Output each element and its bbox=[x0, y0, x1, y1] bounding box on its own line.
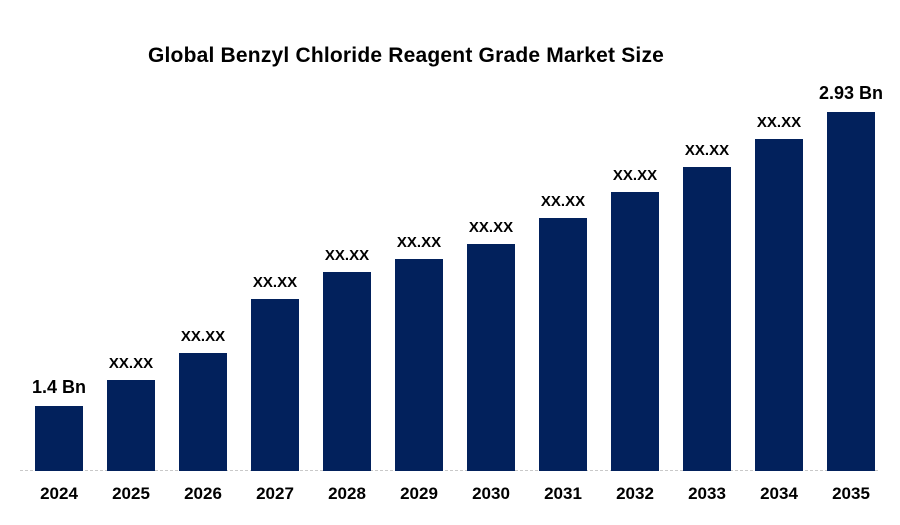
x-axis-label: 2033 bbox=[688, 484, 726, 503]
bar-group: XX.XX 2034 bbox=[755, 113, 803, 525]
bar-group: XX.XX 2027 bbox=[251, 273, 299, 525]
bar-value-label: XX.XX bbox=[180, 327, 226, 345]
x-axis-label: 2024 bbox=[40, 484, 78, 503]
x-axis-label: 2026 bbox=[184, 484, 222, 503]
bar-2035 bbox=[827, 112, 875, 471]
bar-2024 bbox=[35, 406, 83, 471]
bar-value-label: XX.XX bbox=[540, 192, 586, 210]
bar-2029 bbox=[395, 259, 443, 471]
x-axis-label: 2034 bbox=[760, 484, 798, 503]
bar-value-label: 2.93 Bn bbox=[818, 83, 884, 104]
x-axis-label: 2029 bbox=[400, 484, 438, 503]
bar-value-label: XX.XX bbox=[252, 273, 298, 291]
bar-2033 bbox=[683, 167, 731, 471]
bar-group: 2.93 Bn 2035 bbox=[819, 83, 883, 525]
plot-area: 1.4 Bn 2024 XX.XX 2025 XX.XX 2026 XX.XX 2027 XX.… bbox=[31, 0, 883, 525]
bar-2026 bbox=[179, 353, 227, 471]
bar-2034 bbox=[755, 139, 803, 471]
x-axis-label: 2031 bbox=[544, 484, 582, 503]
bar-value-label: XX.XX bbox=[324, 246, 370, 264]
bar-value-label: XX.XX bbox=[108, 354, 154, 372]
chart-title: Global Benzyl Chloride Reagent Grade Mar… bbox=[147, 44, 665, 67]
bar-group: XX.XX 2032 bbox=[611, 166, 659, 525]
bar-group: XX.XX 2033 bbox=[683, 141, 731, 525]
x-axis-label: 2027 bbox=[256, 484, 294, 503]
bar-group: XX.XX 2029 bbox=[395, 233, 443, 525]
bar-value-label: XX.XX bbox=[684, 141, 730, 159]
x-axis-label: 2032 bbox=[616, 484, 654, 503]
bar-value-label: 1.4 Bn bbox=[31, 377, 87, 398]
bar-group: XX.XX 2025 bbox=[107, 354, 155, 525]
x-axis-label: 2025 bbox=[112, 484, 150, 503]
bar-2025 bbox=[107, 380, 155, 471]
bar-value-label: XX.XX bbox=[612, 166, 658, 184]
x-axis-line bbox=[20, 470, 878, 471]
bar-value-label: XX.XX bbox=[756, 113, 802, 131]
bar-group: 1.4 Bn 2024 bbox=[31, 377, 87, 525]
bar-group: XX.XX 2030 bbox=[467, 218, 515, 525]
bar-2027 bbox=[251, 299, 299, 471]
x-axis-label: 2030 bbox=[472, 484, 510, 503]
x-axis-label: 2028 bbox=[328, 484, 366, 503]
bar-2028 bbox=[323, 272, 371, 471]
bar-value-label: XX.XX bbox=[396, 233, 442, 251]
bar-2030 bbox=[467, 244, 515, 471]
bar-2032 bbox=[611, 192, 659, 471]
bar-value-label: XX.XX bbox=[468, 218, 514, 236]
bar-group: XX.XX 2031 bbox=[539, 192, 587, 525]
bar-2031 bbox=[539, 218, 587, 471]
bar-group: XX.XX 2028 bbox=[323, 246, 371, 525]
bar-group: XX.XX 2026 bbox=[179, 327, 227, 525]
x-axis-label: 2035 bbox=[832, 484, 870, 503]
